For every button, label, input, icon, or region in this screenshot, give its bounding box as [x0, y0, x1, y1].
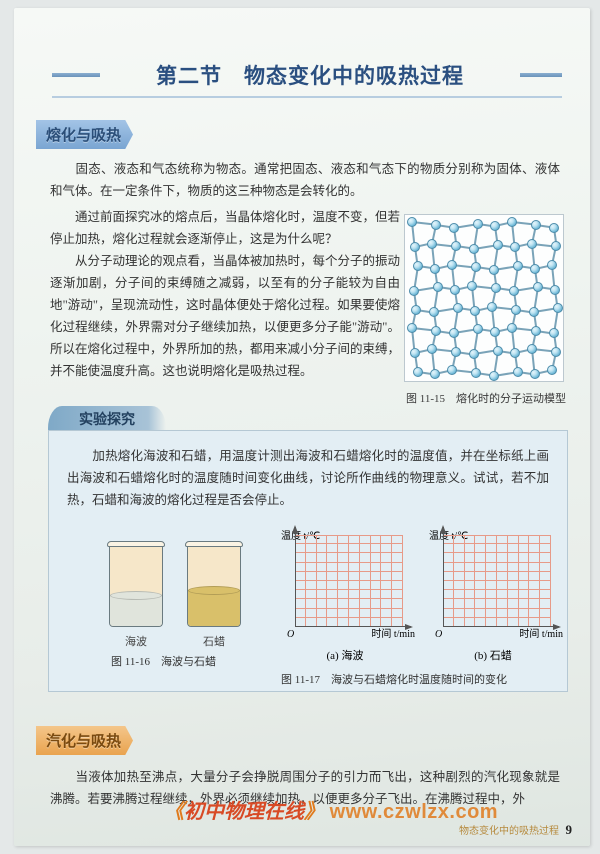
footer-chapter: 物态变化中的吸热过程 — [459, 826, 559, 837]
figure-11-15-caption: 图 11-15 熔化时的分子运动模型 — [406, 390, 566, 406]
experiment-tab: 实验探究 — [48, 406, 166, 432]
watermark: 《初中物理在线》 www.czwlzx.com — [164, 795, 498, 824]
beaker-haibo — [107, 541, 165, 627]
footer: 物态变化中的吸热过程 9 — [459, 822, 572, 838]
grid-sub-a: (a) 海波 — [281, 647, 409, 663]
paragraph-intro: 固态、液态和气态统称为物态。通常把固态、液态和气态下的物质分别称为固体、液体和气… — [50, 158, 560, 202]
beaker-label-shila: 石蜡 — [185, 633, 243, 649]
grid-haibo: 温度 t/℃ O 时间 t/min (a) 海波 — [281, 529, 409, 637]
figure-molecule-lattice — [404, 214, 564, 382]
beaker-label-haibo: 海波 — [107, 633, 165, 649]
rule-right — [520, 73, 562, 77]
title-row: 第二节 物态变化中的吸热过程 — [52, 60, 562, 90]
beaker-shila — [185, 541, 243, 627]
page-title: 第二节 物态变化中的吸热过程 — [100, 60, 520, 90]
x-axis-label: 时间 t/min — [519, 625, 563, 640]
grid-shila: 温度 t/℃ O 时间 t/min (b) 石蜡 — [429, 529, 557, 637]
origin-label: O — [287, 629, 294, 640]
experiment-box: 加热熔化海波和石蜡，用温度计测出海波和石蜡熔化时的温度值，并在坐标纸上画出海波和… — [48, 430, 568, 692]
paragraph-melting: 通过前面探究冰的熔点后，当晶体熔化时，温度不变，但若停止加热，熔化过程就会逐渐停… — [50, 206, 400, 382]
figure-11-16-caption: 图 11-16 海波与石蜡 — [111, 653, 216, 669]
section-tag-vaporization: 汽化与吸热 — [36, 726, 133, 755]
page-number: 9 — [566, 822, 573, 837]
figure-11-17-caption: 图 11-17 海波与石蜡熔化时温度随时间的变化 — [281, 671, 507, 687]
experiment-text: 加热熔化海波和石蜡，用温度计测出海波和石蜡熔化时的温度值，并在坐标纸上画出海波和… — [67, 445, 549, 511]
rule-underline — [52, 96, 562, 98]
section-tag-melting: 熔化与吸热 — [36, 120, 133, 149]
rule-left — [52, 73, 100, 77]
origin-label: O — [435, 629, 442, 640]
page: 第二节 物态变化中的吸热过程 熔化与吸热 固态、液态和气态统称为物态。通常把固态… — [14, 8, 590, 846]
grid-sub-b: (b) 石蜡 — [429, 647, 557, 663]
x-axis-label: 时间 t/min — [371, 625, 415, 640]
